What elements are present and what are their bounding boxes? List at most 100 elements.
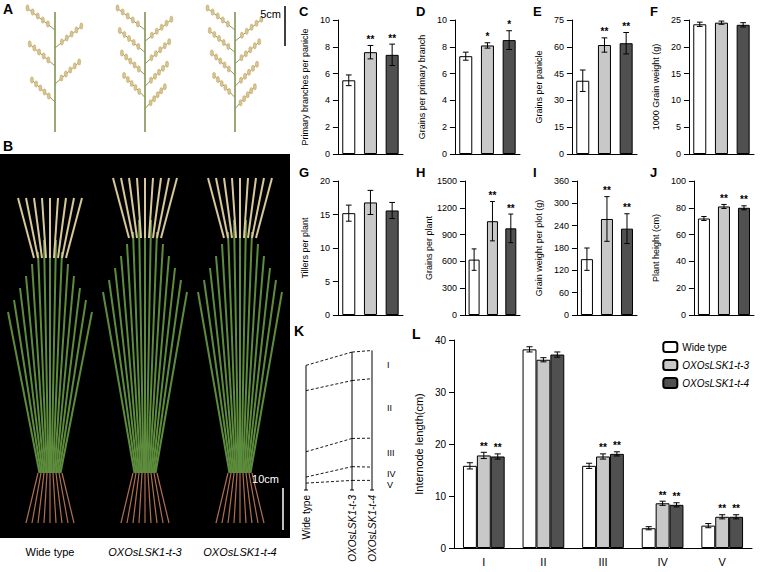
svg-text:40: 40 (676, 256, 686, 266)
svg-text:OXOsLSK1-t-4: OXOsLSK1-t-4 (203, 546, 276, 558)
svg-text:**: ** (740, 194, 748, 205)
svg-text:60: 60 (554, 42, 564, 52)
svg-text:0: 0 (452, 310, 457, 320)
svg-text:K: K (294, 323, 304, 339)
svg-text:30: 30 (554, 95, 564, 105)
svg-text:**: ** (622, 21, 630, 32)
svg-text:900: 900 (442, 230, 457, 240)
svg-text:**: ** (480, 441, 488, 452)
svg-text:L: L (412, 326, 421, 342)
svg-text:15: 15 (554, 122, 564, 132)
svg-text:300: 300 (442, 283, 457, 293)
svg-text:C: C (299, 4, 309, 19)
svg-text:*: * (486, 31, 490, 42)
svg-text:**: ** (601, 26, 609, 37)
svg-text:**: ** (732, 503, 740, 514)
svg-text:1500: 1500 (437, 176, 457, 186)
svg-text:0: 0 (325, 149, 330, 159)
svg-text:20: 20 (435, 439, 447, 450)
svg-text:180: 180 (554, 243, 569, 253)
svg-text:II: II (540, 556, 546, 568)
svg-text:10: 10 (320, 243, 330, 253)
svg-text:15: 15 (671, 69, 681, 79)
svg-text:Internode length(cm): Internode length(cm) (413, 393, 425, 495)
svg-text:*: * (507, 19, 511, 30)
svg-text:Wide type: Wide type (301, 495, 312, 540)
svg-text:A: A (3, 1, 13, 17)
svg-text:J: J (650, 165, 657, 180)
svg-text:I: I (387, 360, 390, 370)
svg-text:8: 8 (442, 42, 447, 52)
svg-text:5cm: 5cm (260, 8, 281, 20)
svg-text:45: 45 (554, 69, 564, 79)
svg-text:Plant height (cm): Plant height (cm) (651, 214, 661, 282)
svg-text:240: 240 (554, 221, 569, 231)
svg-text:**: ** (367, 34, 375, 45)
svg-text:0: 0 (440, 543, 446, 554)
svg-text:80: 80 (676, 203, 686, 213)
svg-text:**: ** (388, 33, 396, 44)
svg-text:10: 10 (435, 491, 447, 502)
svg-text:**: ** (720, 193, 728, 204)
svg-text:10: 10 (671, 95, 681, 105)
svg-text:20: 20 (671, 42, 681, 52)
svg-text:H: H (416, 165, 425, 180)
svg-text:0: 0 (564, 310, 569, 320)
svg-text:II: II (387, 403, 392, 413)
svg-text:2: 2 (325, 122, 330, 132)
svg-text:OXOsLSK1-t-4: OXOsLSK1-t-4 (682, 378, 749, 389)
svg-text:30: 30 (435, 387, 447, 398)
svg-text:**: ** (599, 442, 607, 453)
svg-text:300: 300 (554, 198, 569, 208)
svg-text:**: ** (489, 190, 497, 201)
svg-text:10: 10 (437, 15, 447, 25)
svg-text:**: ** (659, 490, 667, 501)
svg-text:**: ** (673, 491, 681, 502)
svg-text:Wide type: Wide type (682, 342, 727, 353)
svg-text:V: V (387, 480, 393, 490)
svg-text:E: E (533, 4, 542, 19)
svg-text:Grain weight per plot (g): Grain weight per plot (g) (534, 200, 544, 297)
svg-text:15: 15 (320, 210, 330, 220)
svg-text:10: 10 (320, 15, 330, 25)
svg-text:4: 4 (442, 95, 447, 105)
svg-text:OXOsLSK1-t-3: OXOsLSK1-t-3 (108, 546, 182, 558)
svg-text:IV: IV (387, 469, 396, 479)
svg-text:25: 25 (671, 15, 681, 25)
svg-text:120: 120 (554, 265, 569, 275)
svg-text:75: 75 (554, 15, 564, 25)
svg-text:B: B (3, 138, 13, 154)
svg-text:I: I (533, 165, 537, 180)
svg-text:**: ** (718, 503, 726, 514)
svg-text:40: 40 (435, 335, 447, 346)
svg-text:**: ** (613, 440, 621, 451)
svg-text:4: 4 (325, 95, 330, 105)
svg-text:20: 20 (320, 176, 330, 186)
svg-text:**: ** (603, 185, 611, 196)
svg-text:**: ** (507, 203, 515, 214)
svg-text:OXOsLSK1-t-3: OXOsLSK1-t-3 (347, 495, 358, 562)
svg-text:F: F (650, 4, 658, 19)
svg-text:OXOsLSK1-t-3: OXOsLSK1-t-3 (682, 360, 749, 371)
svg-text:Grains per primary branch: Grains per primary branch (417, 35, 427, 140)
svg-text:IV: IV (657, 556, 668, 568)
svg-text:Wide type: Wide type (26, 546, 75, 558)
svg-text:60: 60 (676, 230, 686, 240)
svg-text:I: I (482, 556, 485, 568)
svg-text:2: 2 (442, 122, 447, 132)
svg-text:20: 20 (676, 283, 686, 293)
svg-text:0: 0 (442, 149, 447, 159)
svg-text:**: ** (494, 442, 502, 453)
svg-text:0: 0 (681, 310, 686, 320)
svg-text:6: 6 (442, 69, 447, 79)
svg-text:60: 60 (559, 288, 569, 298)
svg-text:1000 Grain weight (g): 1000 Grain weight (g) (651, 44, 661, 131)
svg-text:360: 360 (554, 176, 569, 186)
svg-text:Tillers per plant: Tillers per plant (300, 217, 310, 279)
svg-text:**: ** (623, 202, 631, 213)
svg-text:V: V (719, 556, 727, 568)
svg-text:Grains per plant: Grains per plant (424, 215, 434, 280)
svg-text:600: 600 (442, 256, 457, 266)
svg-text:III: III (387, 448, 395, 458)
svg-text:8: 8 (325, 42, 330, 52)
